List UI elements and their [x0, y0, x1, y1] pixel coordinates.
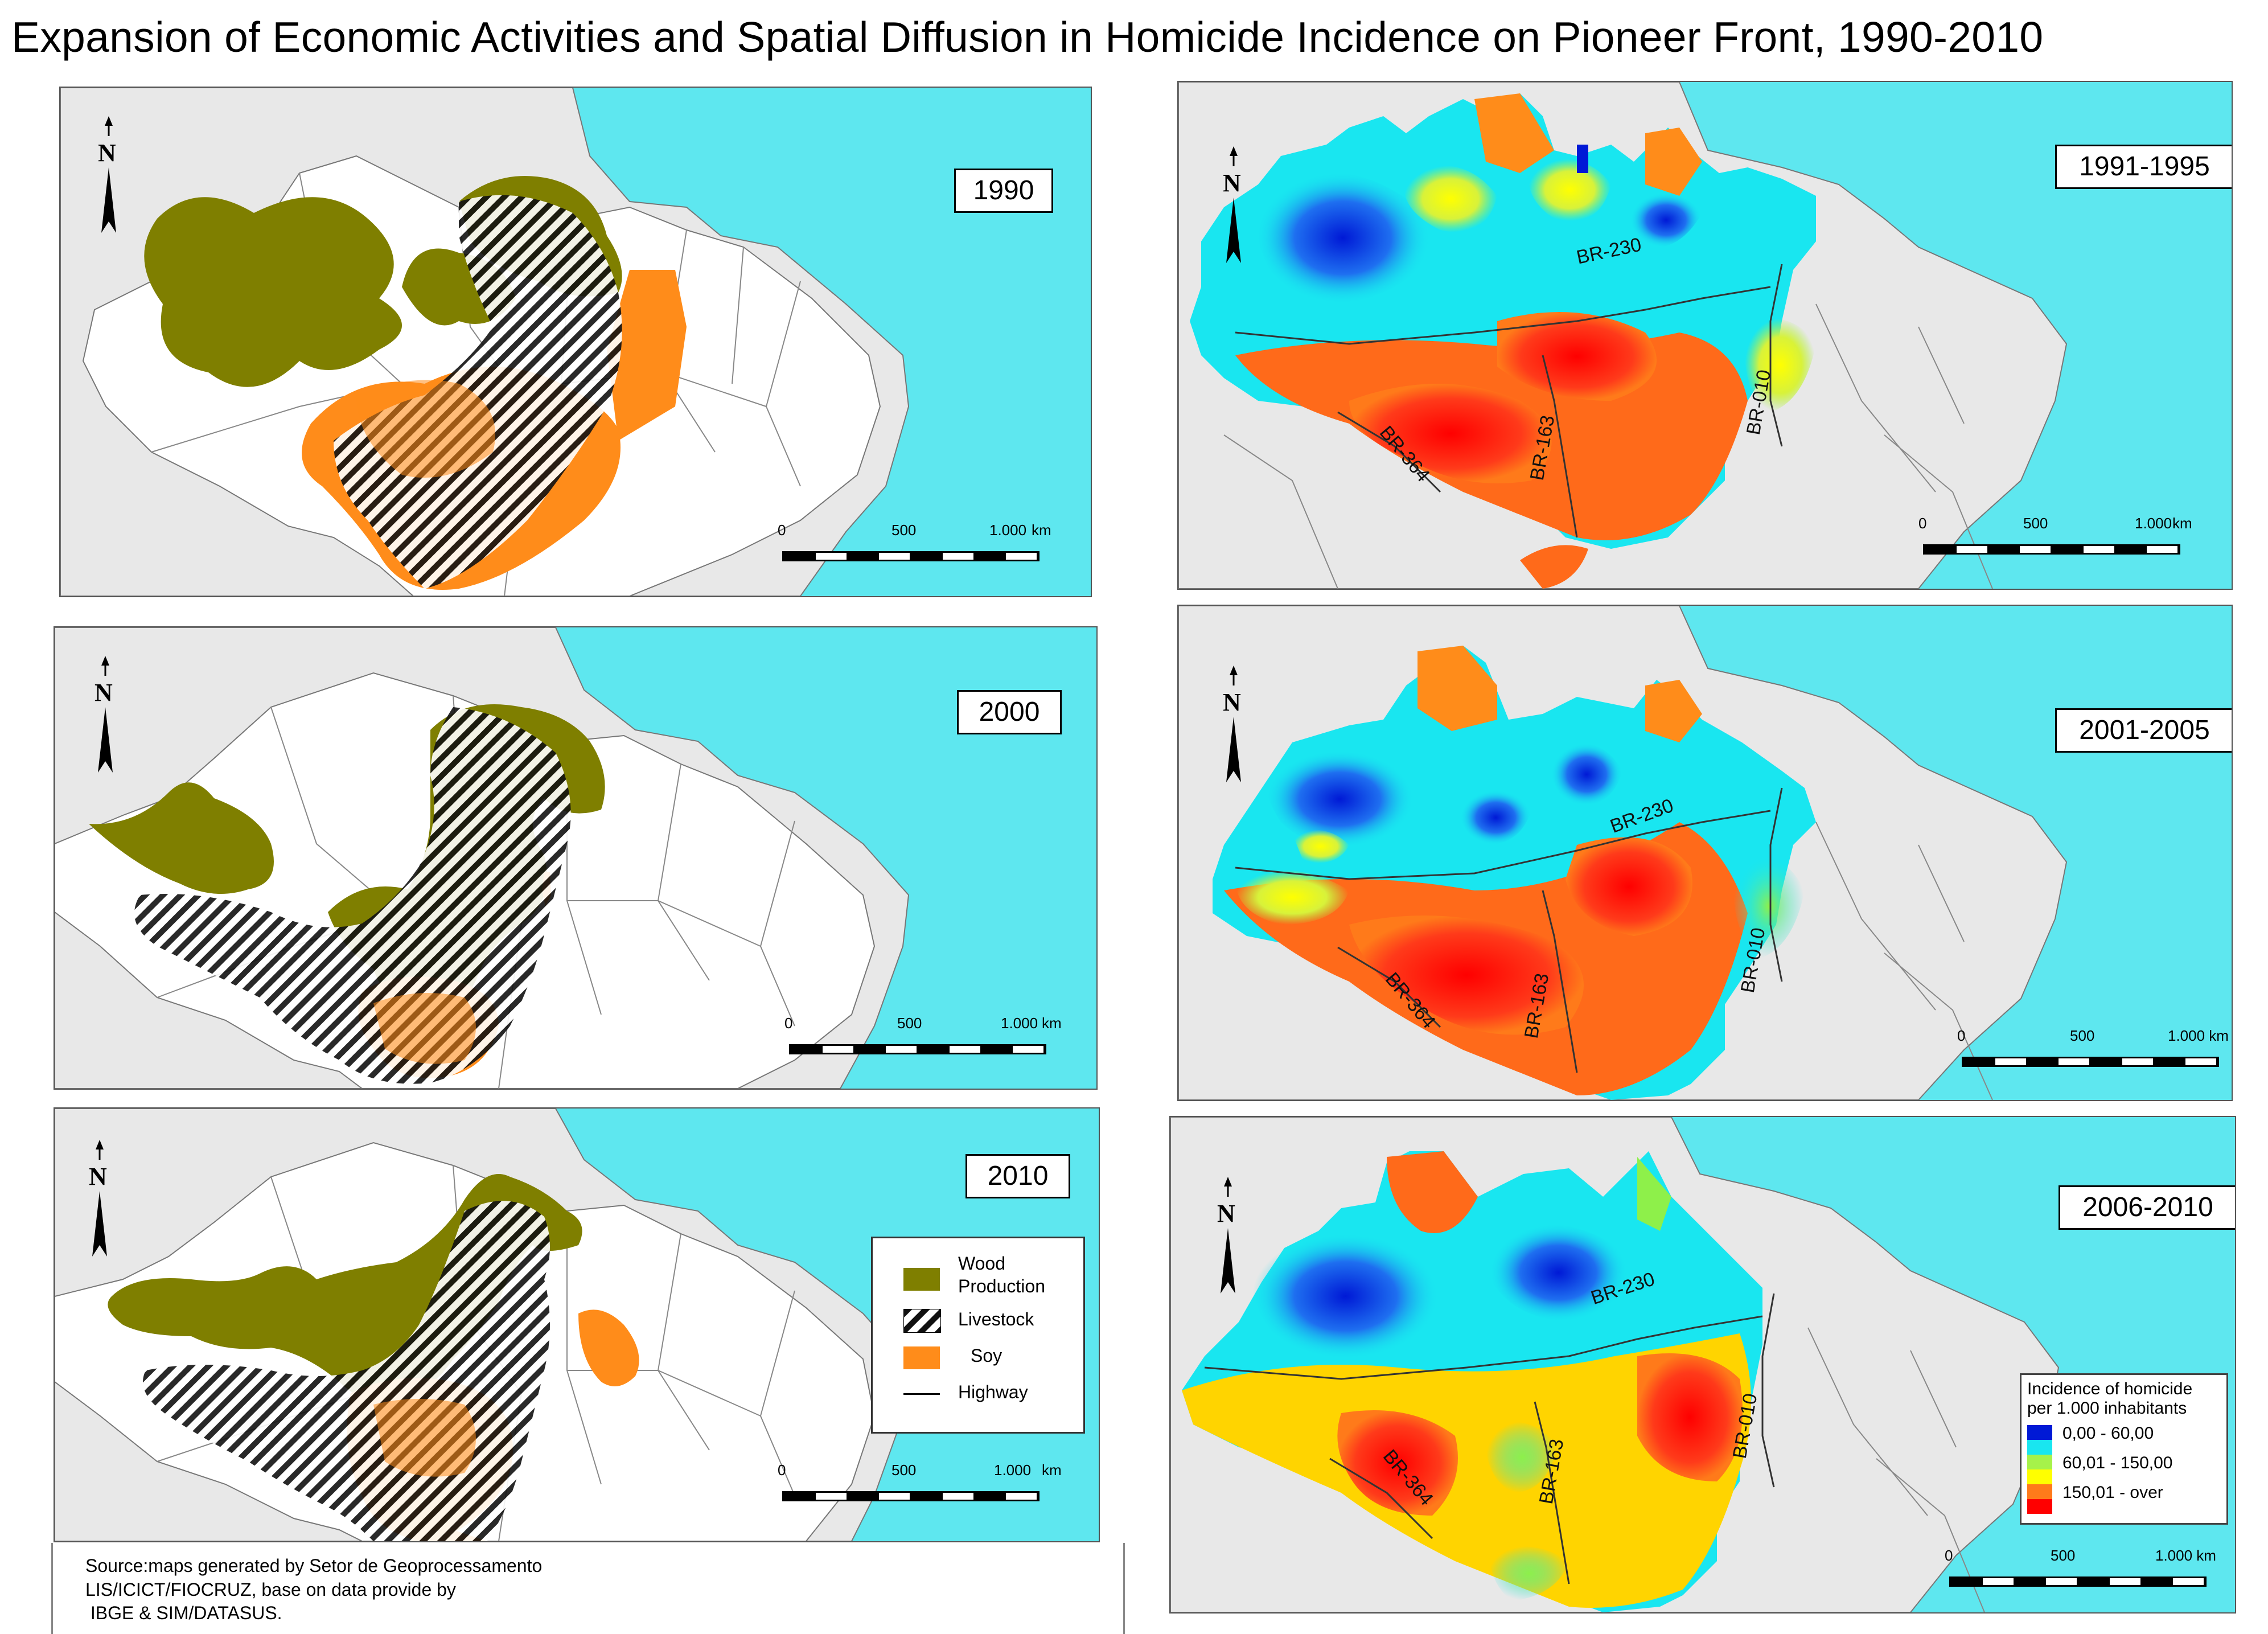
north-arrow-icon — [92, 1140, 107, 1257]
source-note: Source:maps generated by Setor de Geopro… — [85, 1554, 542, 1625]
homicide-map-2001-2005 — [1178, 606, 2068, 1100]
year-label: 2000 — [957, 690, 1062, 734]
scale-bar: 0 500 1.000 km — [1918, 515, 2192, 560]
scale-end: 1.000 — [2135, 515, 2172, 532]
scale-bar: 0 500 1.000 km — [1957, 1027, 2229, 1073]
source-line-2: LIS/ICICT/FIOCRUZ, base on data provide … — [85, 1579, 456, 1600]
scale-zero: 0 — [778, 1461, 786, 1479]
class-150-over-label: 150,01 - over — [2062, 1483, 2163, 1502]
scale-unit: km — [2172, 515, 2192, 532]
scale-mid: 500 — [2023, 515, 2048, 532]
north-label: N — [98, 139, 116, 167]
wood-production-label: Wood Production — [958, 1253, 1045, 1296]
scale-zero: 0 — [1945, 1547, 1953, 1564]
north-arrow-icon — [1226, 146, 1241, 263]
scale-bar: 0 500 1.000 km — [784, 1015, 1062, 1060]
north-label: N — [89, 1163, 107, 1190]
map-panel-2010: N 2010 Wood Production Livestock Soy Hig… — [54, 1107, 1100, 1542]
scale-end-with-unit: 1.000 km — [2168, 1027, 2229, 1044]
map-panel-1991-1995: N 1991-1995 BR-230 BR-010 BR-364 BR-163 … — [1177, 81, 2233, 590]
scale-bar: 0 500 1.000 km — [778, 522, 1051, 567]
north-label: N — [94, 679, 113, 707]
year-label: 1990 — [954, 169, 1053, 213]
livestock-hatch-icon — [904, 1309, 940, 1332]
class-0-60-swatch-dark — [2027, 1425, 2052, 1440]
scale-mid: 500 — [891, 522, 917, 539]
scale-mid: 500 — [2070, 1027, 2095, 1044]
map-1990 — [60, 88, 910, 596]
activity-legend: Wood Production Livestock Soy Highway — [871, 1237, 1085, 1434]
class-150-over-swatch-dark — [2027, 1484, 2052, 1499]
north-arrow-icon — [101, 116, 116, 233]
class-60-150-label: 60,01 - 150,00 — [2062, 1454, 2173, 1472]
north-arrow: N — [85, 653, 125, 778]
source-frame — [51, 1543, 1125, 1634]
wood-production-swatch — [903, 1268, 940, 1291]
period-label: 2001-2005 — [2055, 708, 2232, 753]
scale-bar-graphic — [1962, 1057, 2219, 1067]
scale-end: 1.000 — [994, 1461, 1032, 1479]
period-label: 1991-1995 — [2055, 145, 2232, 189]
map-panel-2001-2005: N 2001-2005 BR-230 BR-010 BR-364 BR-163 … — [1177, 605, 2233, 1101]
soy-swatch — [903, 1346, 940, 1369]
north-arrow: N — [1214, 663, 1254, 788]
livestock-label: Livestock — [958, 1309, 1034, 1329]
north-label: N — [1223, 688, 1241, 716]
scale-bar: 0 500 1.000 km — [1945, 1547, 2216, 1592]
map-2000 — [55, 627, 910, 1089]
incidence-legend-title-2: per 1.000 inhabitants — [2027, 1399, 2187, 1418]
class-0-60-swatch-light — [2027, 1440, 2052, 1455]
north-arrow-icon — [98, 656, 113, 773]
north-label: N — [1223, 169, 1241, 197]
scale-zero: 0 — [784, 1015, 793, 1032]
north-arrow: N — [1208, 1174, 1248, 1299]
class-60-150-swatch-dark — [2027, 1455, 2052, 1469]
north-arrow-icon — [1226, 666, 1241, 782]
map-panel-1990: N 1990 0 500 1.000 km — [59, 87, 1092, 597]
period-label: 2006-2010 — [2059, 1185, 2235, 1230]
map-panel-2006-2010: N 2006-2010 BR-230 BR-010 BR-364 BR-163 … — [1169, 1116, 2236, 1614]
page-title: Expansion of Economic Activities and Spa… — [11, 13, 2044, 61]
north-arrow: N — [89, 113, 129, 239]
north-arrow: N — [1214, 143, 1254, 269]
scale-bar-graphic — [1923, 544, 2180, 555]
homicide-map-1991-1995 — [1178, 82, 2068, 589]
map-2010 — [55, 1109, 910, 1541]
class-60-150-swatch-light — [2027, 1469, 2052, 1484]
class-0-60-label: 0,00 - 60,00 — [2062, 1424, 2154, 1443]
highway-swatch — [903, 1393, 940, 1395]
scale-bar-graphic — [782, 1491, 1040, 1501]
incidence-legend-title-1: Incidence of homicide — [2027, 1380, 2193, 1398]
scale-bar-graphic — [782, 551, 1040, 561]
homicide-map-2006-2010 — [1170, 1117, 2060, 1612]
scale-zero: 0 — [1918, 515, 1927, 532]
source-line-3: IBGE & SIM/DATASUS. — [85, 1603, 282, 1624]
scale-end: 1.000 — [1001, 1015, 1038, 1032]
livestock-swatch — [903, 1309, 941, 1333]
highway-label: Highway — [958, 1382, 1028, 1402]
scale-bar-graphic — [1949, 1576, 2207, 1587]
scale-end-with-unit: 1.000 km — [2155, 1547, 2216, 1564]
year-label: 2010 — [965, 1154, 1070, 1198]
scale-end: 1.000 — [989, 522, 1027, 539]
scale-mid: 500 — [891, 1461, 917, 1479]
map-panel-2000: N 2000 0 500 1.000 km — [54, 626, 1098, 1090]
incidence-legend: Incidence of homicide per 1.000 inhabita… — [2020, 1373, 2228, 1525]
scale-zero: 0 — [778, 522, 786, 539]
north-arrow-icon — [1221, 1177, 1235, 1294]
scale-mid: 500 — [2051, 1547, 2076, 1564]
scale-unit: km — [1042, 1461, 1062, 1479]
scale-mid: 500 — [897, 1015, 922, 1032]
scale-unit: km — [1032, 522, 1051, 539]
scale-zero: 0 — [1957, 1027, 1966, 1044]
source-line-1: Source:maps generated by Setor de Geopro… — [85, 1555, 543, 1576]
soy-label: Soy — [971, 1345, 1002, 1366]
north-label: N — [1217, 1200, 1235, 1227]
scale-bar-graphic — [789, 1044, 1046, 1054]
scale-bar: 0 500 1.000 km — [778, 1461, 1062, 1507]
scale-unit: km — [1042, 1015, 1062, 1032]
north-arrow: N — [80, 1137, 120, 1262]
class-150-over-swatch-light — [2027, 1499, 2052, 1514]
